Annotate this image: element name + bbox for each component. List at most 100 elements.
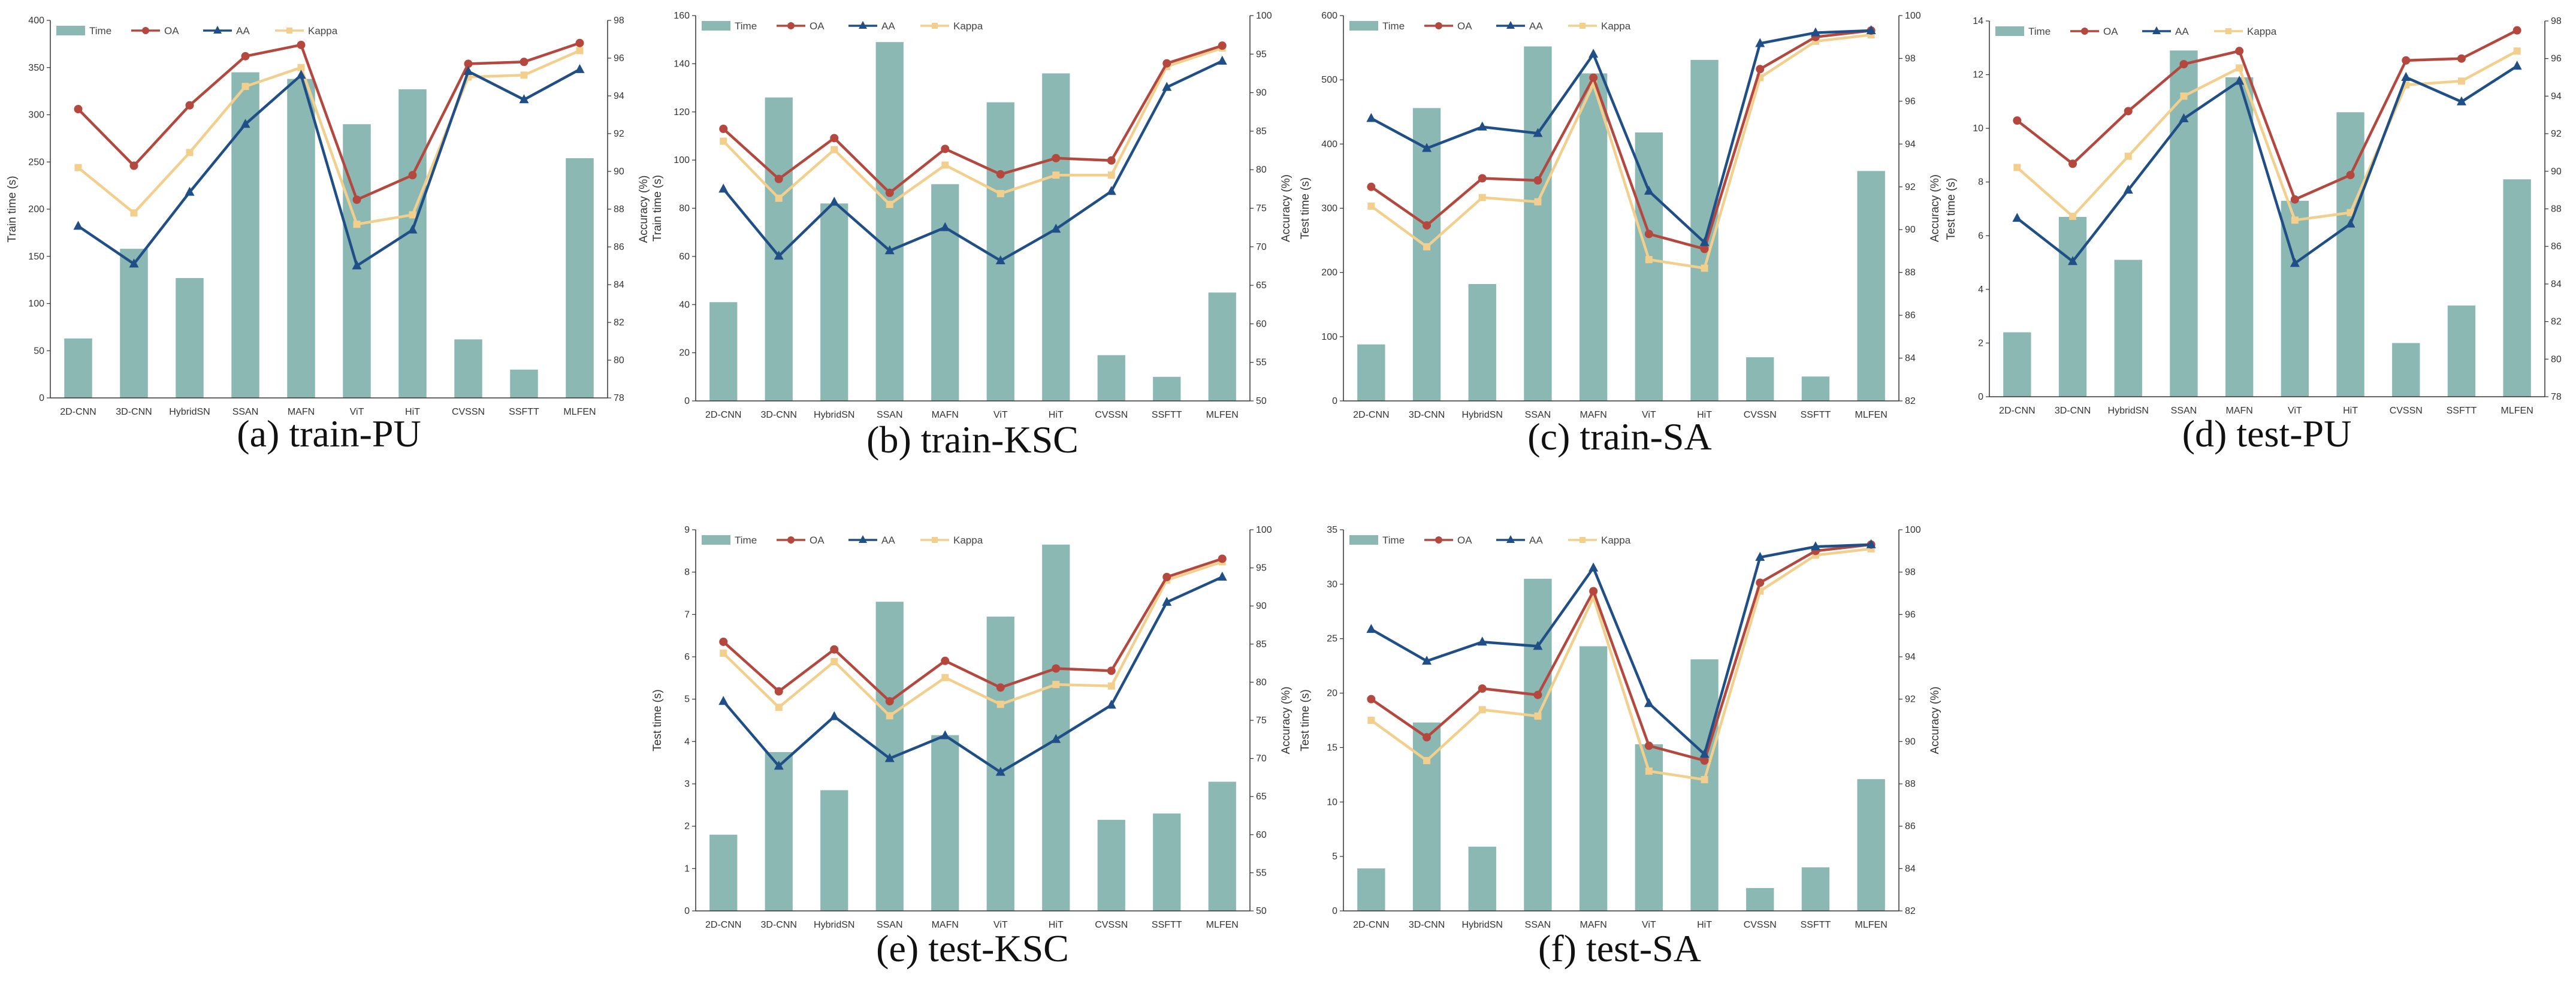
point-AA-CVSSN [1106, 699, 1116, 709]
point-Kappa-ViT [996, 190, 1004, 198]
legend-label-AA: AA [881, 535, 895, 546]
point-Kappa-HybridSN [186, 149, 194, 156]
category-label: SSAN [877, 920, 903, 930]
bar-time-HiT [1042, 544, 1070, 911]
right-tick-label: 86 [1905, 822, 1916, 832]
point-AA-2D-CNN [1366, 113, 1376, 122]
legend-marker-AA [2152, 26, 2161, 34]
point-AA-ViT [2290, 258, 2300, 267]
point-OA-HybridSN [2124, 107, 2133, 116]
point-OA-HybridSN [1478, 684, 1487, 693]
point-Kappa-2D-CNN [74, 164, 82, 171]
point-Kappa-ViT [996, 701, 1004, 708]
bar-time-ViT [1635, 132, 1663, 401]
legend-label-Time: Time [1382, 535, 1405, 546]
legend-marker-OA [787, 536, 795, 544]
bar-time-CVSSN [1746, 357, 1774, 401]
point-OA-CVSSN [464, 59, 473, 68]
point-OA-HybridSN [185, 101, 194, 110]
bar-time-HybridSN [820, 790, 848, 911]
left-tick-label: 100 [1321, 332, 1337, 342]
left-tick-label: 35 [1327, 525, 1337, 535]
right-tick-label: 100 [1905, 525, 1921, 535]
category-label: MLFEN [1206, 920, 1239, 930]
right-tick-label: 92 [2551, 129, 2562, 139]
category-label: SSFTT [1152, 410, 1182, 420]
point-OA-MAFN [1589, 73, 1598, 82]
point-AA-2D-CNN [2012, 213, 2022, 222]
category-label: 2D-CNN [705, 920, 741, 930]
point-Kappa-MAFN [297, 64, 305, 71]
category-label: ViT [1642, 410, 1656, 420]
category-label: HybridSN [814, 410, 854, 420]
bar-time-HiT [1690, 659, 1719, 911]
left-tick-label: 150 [28, 252, 44, 262]
point-OA-2D-CNN [1367, 695, 1376, 704]
category-label: MLFEN [1855, 920, 1888, 930]
point-OA-SSFTT [1162, 572, 1171, 581]
category-label: MAFN [932, 920, 959, 930]
point-Kappa-ViT [1645, 256, 1653, 264]
point-AA-HybridSN [2123, 185, 2133, 194]
legend-label-Kappa: Kappa [953, 535, 983, 546]
right-tick-label: 90 [2551, 167, 2562, 177]
left-tick-label: 100 [674, 155, 690, 165]
legend: Time OA AA Kappa [1349, 20, 1631, 32]
left-tick-label: 400 [1321, 139, 1337, 149]
legend-swatch-time [1349, 21, 1378, 31]
left-tick-label: 350 [28, 63, 44, 73]
legend-swatch-time [702, 21, 730, 31]
point-AA-HybridSN [185, 186, 195, 196]
legend-marker-Kappa [1580, 23, 1586, 29]
bar-time-HiT [1690, 59, 1719, 401]
point-Kappa-SSAN [2180, 92, 2188, 100]
left-tick-label: 0 [1978, 392, 1983, 402]
point-Kappa-MLFEN [576, 47, 584, 55]
point-Kappa-HiT [409, 211, 416, 219]
point-OA-MAFN [297, 40, 306, 49]
subfigure-caption: (d) test-PU [2182, 412, 2352, 455]
point-OA-MLFEN [575, 38, 584, 47]
point-AA-HiT [407, 224, 418, 234]
category-label: CVSSN [452, 407, 485, 417]
point-AA-SSFTT [519, 94, 529, 104]
point-AA-2D-CNN [73, 221, 83, 230]
legend-label-Time: Time [735, 20, 757, 32]
point-Kappa-SSAN [1534, 198, 1542, 206]
point-Kappa-HiT [2347, 209, 2354, 216]
category-label: SSAN [232, 407, 259, 417]
bar-time-SSAN [1524, 578, 1552, 911]
right-tick-label: 95 [1256, 563, 1267, 574]
legend-label-OA: OA [810, 20, 825, 32]
point-OA-2D-CNN [719, 125, 728, 134]
bar-time-SSFTT [510, 369, 538, 398]
right-tick-label: 94 [1905, 139, 1916, 149]
point-Kappa-SSAN [1534, 712, 1542, 720]
category-label: CVSSN [1744, 920, 1777, 930]
point-OA-HiT [1700, 756, 1709, 765]
point-Kappa-SSAN [241, 83, 249, 90]
point-Kappa-2D-CNN [720, 137, 727, 145]
right-tick-label: 84 [1905, 354, 1916, 364]
subfigure-caption: (a) train-PU [237, 412, 421, 455]
left-tick-label: 0 [684, 396, 690, 406]
category-label: MLFEN [1855, 410, 1888, 420]
point-OA-MAFN [941, 656, 950, 665]
legend-marker-Kappa [2225, 28, 2231, 34]
right-tick-label: 86 [1905, 310, 1916, 321]
series-line-AA [77, 68, 581, 268]
category-label: HiT [405, 407, 420, 417]
right-tick-label: 98 [614, 16, 624, 26]
left-tick-label: 20 [679, 348, 690, 358]
legend-marker-OA [2081, 28, 2088, 35]
category-label: MLFEN [1206, 410, 1239, 420]
point-OA-MLFEN [1218, 41, 1227, 50]
bar-time-2D-CNN [709, 834, 738, 911]
category-label: SSAN [1525, 920, 1551, 930]
right-tick-label: 84 [1905, 864, 1916, 874]
point-Kappa-3D-CNN [775, 194, 783, 202]
category-label: ViT [2288, 406, 2302, 416]
chart-panel-2: 0 100 200 300 400 500 600 82 84 86 88 90 92 94 96 98 100… [1299, 11, 1941, 458]
point-OA-SSAN [2179, 60, 2188, 69]
left-tick-label: 0 [684, 906, 690, 916]
